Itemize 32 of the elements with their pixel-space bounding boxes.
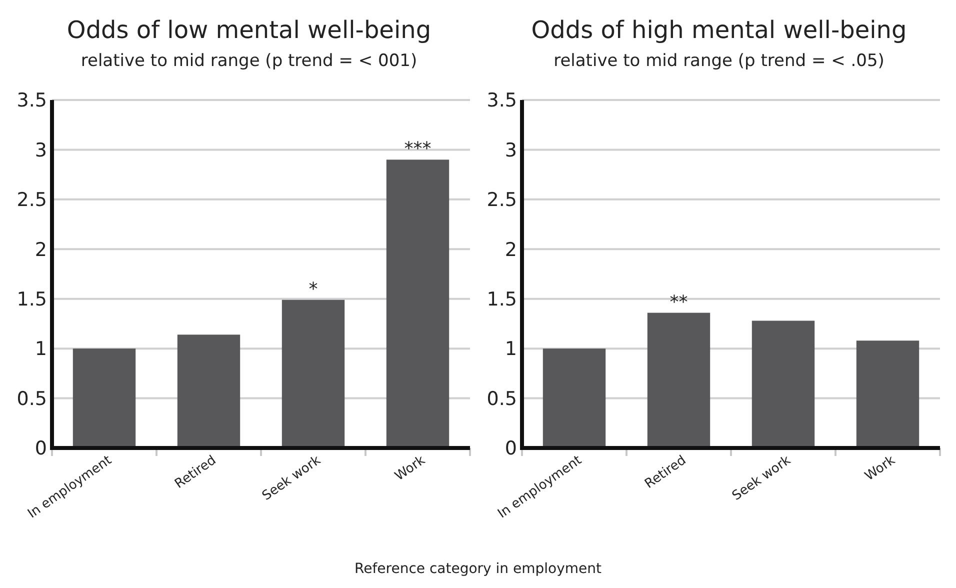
annotation: ** bbox=[670, 292, 688, 313]
y-tick-label: 0 bbox=[34, 438, 47, 460]
chart-title: Odds of high mental well-being bbox=[531, 16, 907, 44]
bar bbox=[542, 348, 606, 448]
y-tick-label: 2.5 bbox=[16, 189, 47, 212]
bar bbox=[177, 334, 240, 448]
y-tick-label: 2 bbox=[504, 238, 517, 261]
y-tick-label: 0 bbox=[504, 438, 517, 460]
y-tick-label: 3.5 bbox=[486, 90, 517, 112]
chart-subtitle: relative to mid range (p trend = < 001) bbox=[80, 51, 418, 71]
y-tick-label: 2.5 bbox=[486, 189, 517, 212]
x-axis-title: Reference category in employment bbox=[354, 561, 602, 577]
y-tick-label: 0.5 bbox=[486, 388, 517, 410]
bar bbox=[386, 160, 450, 448]
bar bbox=[856, 340, 920, 448]
bar bbox=[752, 320, 815, 448]
bar bbox=[647, 312, 710, 448]
chart-subtitle: relative to mid range (p trend = < .05) bbox=[554, 51, 884, 71]
y-tick-label: 1.5 bbox=[486, 288, 517, 311]
annotation: *** bbox=[404, 138, 432, 160]
y-tick-label: 1.5 bbox=[16, 288, 47, 311]
y-tick-label: 1 bbox=[504, 338, 517, 360]
y-tick-label: 3.5 bbox=[16, 90, 47, 112]
y-tick-label: 1 bbox=[34, 338, 47, 360]
bar bbox=[72, 348, 136, 448]
bar bbox=[282, 300, 345, 448]
y-tick-label: 2 bbox=[34, 238, 47, 261]
annotation: * bbox=[308, 278, 318, 300]
y-tick-label: 3 bbox=[504, 139, 517, 162]
y-tick-label: 3 bbox=[34, 139, 47, 162]
y-tick-label: 0.5 bbox=[16, 388, 47, 410]
chart-title: Odds of low mental well-being bbox=[66, 16, 432, 44]
